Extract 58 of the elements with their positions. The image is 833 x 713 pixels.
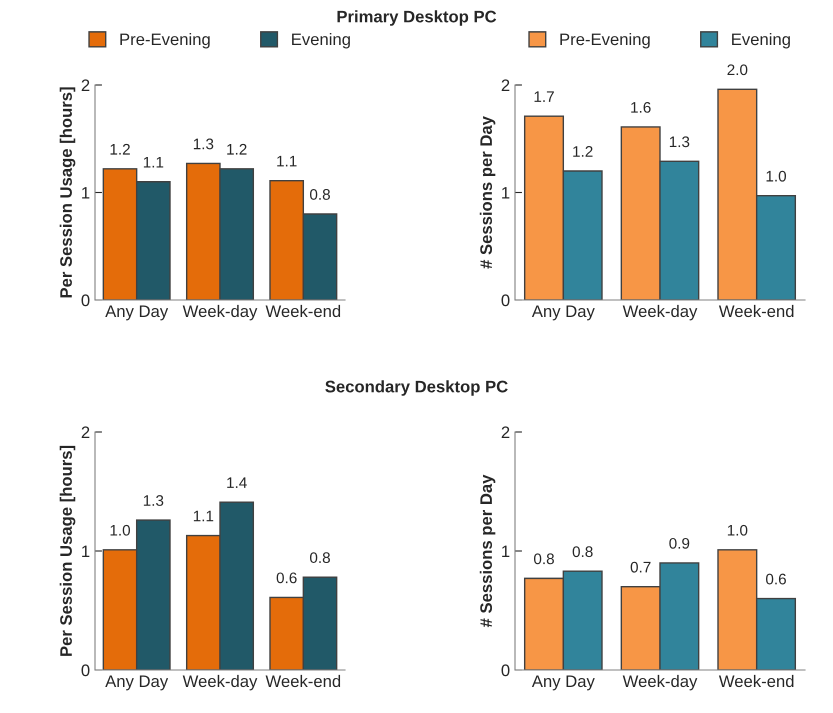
x-tick-label: Any Day — [105, 305, 168, 320]
y-tick-label: 2 — [82, 426, 90, 438]
data-label: 0.8 — [310, 552, 330, 564]
data-label: 0.8 — [310, 189, 330, 200]
x-tick-label: Week-day — [182, 304, 258, 320]
data-label: 1.0 — [728, 524, 748, 536]
data-label: 2.0 — [727, 64, 748, 76]
y-tick-label: 1 — [82, 546, 90, 558]
data-label: 1.1 — [144, 156, 164, 168]
y-tick-label: 0 — [502, 294, 510, 306]
text: Secondary Desktop PC — [325, 380, 508, 396]
x-tick-label: Week-end — [266, 674, 340, 688]
data-label: 1.3 — [194, 138, 214, 150]
y-axis-title: # Sessions per Day — [480, 474, 496, 628]
y-axis-title: Per Session Usage [hours] — [60, 87, 76, 298]
data-label: 1.2 — [573, 146, 593, 157]
x-tick-label: Week-end — [718, 304, 794, 318]
data-label: 1.3 — [670, 136, 690, 148]
y-tick-label: 0 — [82, 664, 90, 676]
y-tick-label: 1 — [502, 187, 510, 199]
data-label: 1.2 — [227, 144, 247, 155]
data-label: 0.6 — [276, 572, 297, 584]
data-label: 1.0 — [766, 170, 786, 182]
y-tick-label: 2 — [502, 79, 510, 92]
text: Primary Desktop PC — [337, 10, 496, 26]
data-label: 1.3 — [144, 495, 164, 506]
y-tick-label: 0 — [82, 294, 90, 306]
x-tick-label: Any Day — [105, 675, 168, 690]
data-label: 1.2 — [110, 144, 130, 155]
data-label: 0.8 — [534, 553, 554, 564]
data-label: 1.1 — [277, 156, 297, 166]
data-label: 1.4 — [227, 477, 247, 488]
data-label: 0.9 — [669, 538, 690, 549]
legend-label: Pre-Evening — [120, 32, 210, 48]
x-tick-label: Any Day — [532, 305, 595, 320]
data-label: 0.8 — [572, 546, 593, 558]
y-tick-label: 0 — [502, 664, 510, 676]
x-tick-label: Week-day — [622, 304, 698, 320]
legend-label: Evening — [292, 32, 350, 48]
y-tick-label: 2 — [502, 426, 510, 438]
y-tick-label: 1 — [502, 546, 510, 558]
data-label: 1.6 — [631, 102, 651, 113]
legend-label: Evening — [732, 32, 790, 48]
x-tick-label: Any Day — [532, 675, 595, 690]
y-tick-label: 1 — [82, 187, 90, 199]
legend-label: Pre-Evening — [560, 32, 650, 48]
y-axis-title: # Sessions per Day — [480, 116, 496, 269]
data-label: 0.6 — [766, 574, 786, 584]
data-label: 1.7 — [534, 91, 554, 102]
x-tick-label: Week-end — [718, 674, 794, 688]
x-tick-label: Week-end — [266, 304, 340, 318]
data-label: 1.1 — [194, 510, 214, 522]
x-tick-label: Week-day — [182, 674, 258, 690]
data-label: 1.0 — [110, 524, 130, 536]
data-label: 0.7 — [630, 562, 651, 573]
y-tick-label: 2 — [82, 79, 90, 92]
y-axis-title: Per Session Usage [hours] — [60, 446, 76, 656]
x-tick-label: Week-day — [622, 674, 698, 690]
